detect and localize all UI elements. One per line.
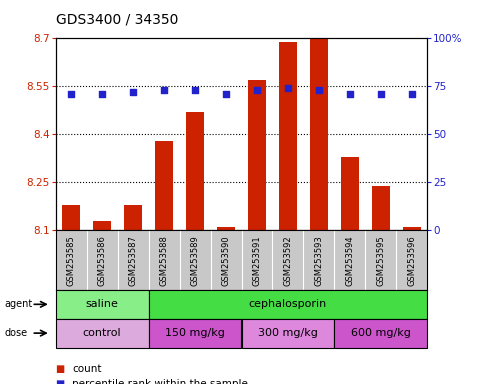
Text: ■: ■: [56, 379, 65, 384]
Text: GSM253585: GSM253585: [67, 235, 75, 286]
Text: GSM253596: GSM253596: [408, 235, 416, 286]
Text: control: control: [83, 328, 121, 338]
Text: GSM253587: GSM253587: [128, 235, 138, 286]
Bar: [248, 80, 266, 230]
Bar: [310, 38, 328, 230]
Point: [346, 91, 354, 97]
Text: 300 mg/kg: 300 mg/kg: [258, 328, 318, 338]
Bar: [149, 290, 427, 319]
Point: [315, 87, 323, 93]
Text: cephalosporin: cephalosporin: [249, 299, 327, 310]
Bar: [56, 319, 149, 348]
Text: percentile rank within the sample: percentile rank within the sample: [72, 379, 248, 384]
Point: [129, 89, 137, 95]
Text: GSM253588: GSM253588: [159, 235, 169, 286]
Point: [98, 91, 106, 97]
Text: 600 mg/kg: 600 mg/kg: [351, 328, 411, 338]
Text: GDS3400 / 34350: GDS3400 / 34350: [56, 13, 178, 27]
Point: [160, 87, 168, 93]
Text: GSM253590: GSM253590: [222, 235, 230, 286]
Text: dose: dose: [5, 328, 28, 338]
Text: GSM253589: GSM253589: [190, 235, 199, 286]
Point: [253, 87, 261, 93]
Bar: [149, 319, 242, 348]
Bar: [334, 319, 427, 348]
Text: GSM253595: GSM253595: [376, 235, 385, 286]
Bar: [372, 185, 390, 230]
Bar: [217, 227, 235, 230]
Bar: [186, 112, 204, 230]
Bar: [341, 157, 359, 230]
Text: GSM253586: GSM253586: [98, 235, 107, 286]
Point: [284, 85, 292, 91]
Text: count: count: [72, 364, 102, 374]
Bar: [124, 205, 142, 230]
Bar: [279, 41, 297, 230]
Bar: [62, 205, 80, 230]
Bar: [403, 227, 421, 230]
Point: [222, 91, 230, 97]
Text: GSM253591: GSM253591: [253, 235, 261, 286]
Point: [67, 91, 75, 97]
Bar: [242, 319, 334, 348]
Text: ■: ■: [56, 364, 65, 374]
Text: GSM253593: GSM253593: [314, 235, 324, 286]
Text: agent: agent: [5, 299, 33, 310]
Point: [377, 91, 385, 97]
Bar: [56, 290, 149, 319]
Point: [408, 91, 416, 97]
Bar: [93, 221, 112, 230]
Point: [191, 87, 199, 93]
Bar: [155, 141, 173, 230]
Text: GSM253594: GSM253594: [345, 235, 355, 286]
Text: GSM253592: GSM253592: [284, 235, 293, 286]
Text: 150 mg/kg: 150 mg/kg: [165, 328, 225, 338]
Text: saline: saline: [85, 299, 118, 310]
